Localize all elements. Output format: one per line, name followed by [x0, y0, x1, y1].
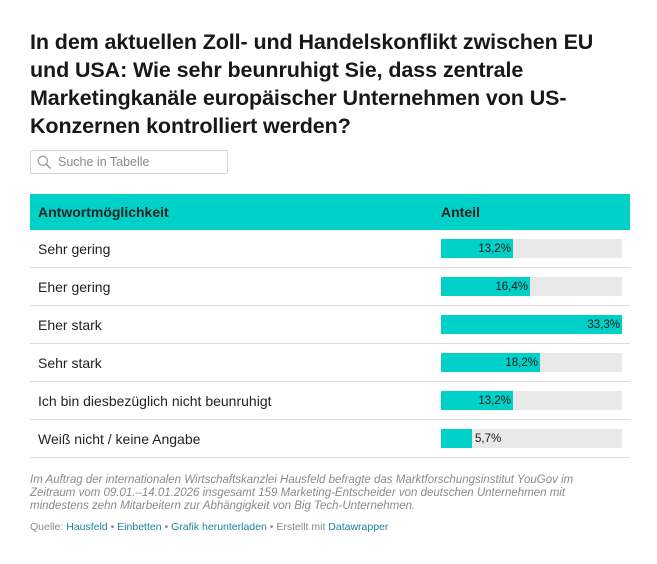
chart-note: Im Auftrag der internationalen Wirtschaf…	[30, 474, 574, 512]
row-share-cell: 16,4%	[431, 267, 630, 306]
row-share-cell: 5,7%	[431, 419, 630, 458]
bar-track: 13,2%	[441, 391, 622, 410]
bar	[441, 429, 472, 448]
search-input[interactable]	[58, 155, 218, 169]
table-row: Ich bin diesbezüglich nicht beunruhigt 13…	[30, 381, 630, 420]
bar	[441, 277, 530, 296]
bar-track: 16,4%	[441, 277, 622, 296]
bar-value-label: 18,2%	[505, 357, 538, 369]
bar-track: 33,3%	[441, 315, 622, 334]
source-link[interactable]: Hausfeld	[66, 521, 108, 533]
column-header-share[interactable]: Anteil	[441, 204, 480, 220]
row-label: Ich bin diesbezüglich nicht beunruhigt	[30, 381, 431, 420]
chart-container: In dem aktuellen Zoll- und Handelskonfli…	[30, 28, 630, 533]
created-label: Erstellt mit	[276, 521, 326, 533]
bar	[441, 239, 513, 258]
bar-value-label: 13,2%	[478, 243, 511, 255]
bar	[441, 391, 513, 410]
column-header-answer[interactable]: Antwortmöglichkeit	[38, 204, 169, 220]
embed-link[interactable]: Einbetten	[117, 521, 162, 533]
bar-track: 18,2%	[441, 353, 622, 372]
footer: Quelle: Hausfeld • Einbetten • Grafik he…	[30, 521, 630, 533]
bar-track: 13,2%	[441, 239, 622, 258]
bar-value-label: 16,4%	[495, 281, 528, 293]
table-row: Eher stark 33,3%	[30, 305, 630, 344]
search-box[interactable]	[30, 150, 228, 174]
datawrapper-link[interactable]: Datawrapper	[328, 521, 389, 533]
row-label: Weiß nicht / keine Angabe	[30, 419, 431, 458]
row-label: Eher gering	[30, 267, 431, 306]
bar-track: 5,7%	[441, 429, 622, 448]
row-share-cell: 13,2%	[431, 381, 630, 420]
table-row: Weiß nicht / keine Angabe 5,7%	[30, 419, 630, 458]
data-table: Antwortmöglichkeit Anteil Sehr gering 13,…	[30, 194, 630, 458]
separator: •	[164, 521, 169, 533]
chart-title: In dem aktuellen Zoll- und Handelskonfli…	[30, 30, 594, 138]
bar	[441, 315, 622, 334]
bar-value-label: 13,2%	[478, 395, 511, 407]
row-label: Sehr stark	[30, 343, 431, 382]
row-share-cell: 18,2%	[431, 343, 630, 382]
table-header-row: Antwortmöglichkeit Anteil	[30, 194, 630, 230]
source-label: Quelle:	[30, 521, 64, 533]
bar	[441, 353, 540, 372]
table-row: Sehr gering 13,2%	[30, 230, 630, 268]
download-link[interactable]: Grafik herunterladen	[171, 521, 267, 533]
row-share-cell: 13,2%	[431, 230, 630, 268]
separator: •	[110, 521, 115, 533]
table-row: Sehr stark 18,2%	[30, 343, 630, 382]
row-label: Sehr gering	[30, 230, 431, 268]
separator: •	[269, 521, 274, 533]
bar-value-label: 33,3%	[587, 319, 620, 331]
row-label: Eher stark	[30, 305, 431, 344]
row-share-cell: 33,3%	[431, 305, 630, 344]
bar-value-label: 5,7%	[475, 433, 502, 445]
table-row: Eher gering 16,4%	[30, 267, 630, 306]
search-icon	[37, 154, 53, 170]
